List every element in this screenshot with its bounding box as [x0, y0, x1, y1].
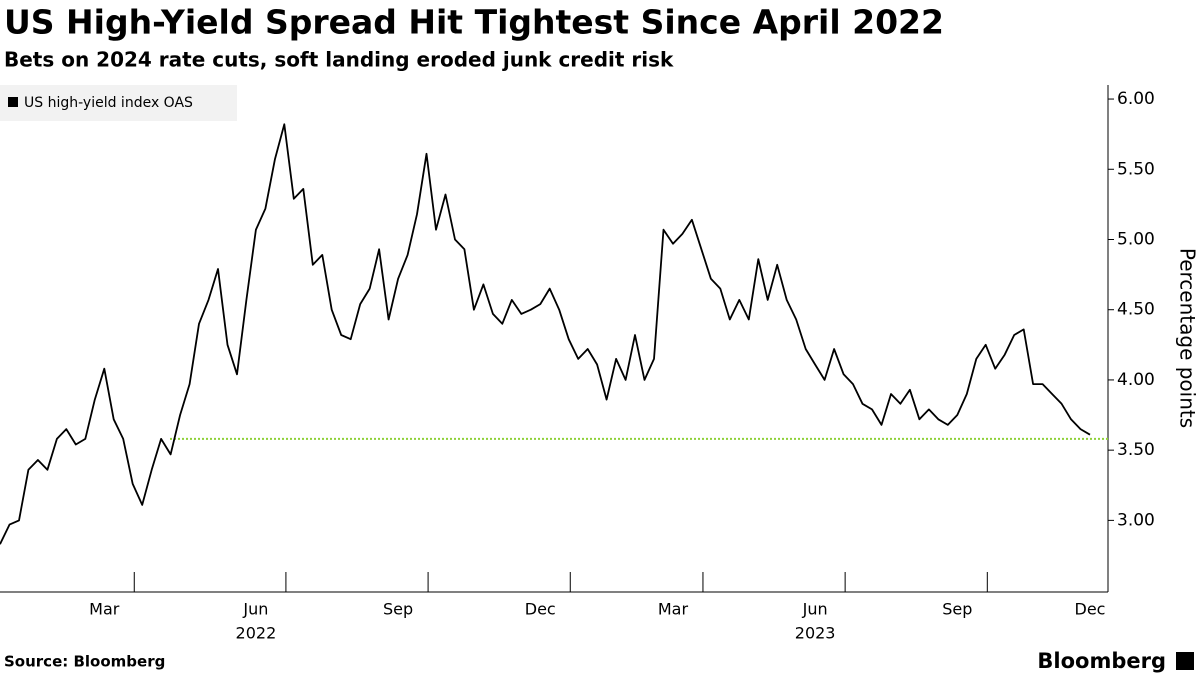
- y-tick-label: 5.00: [1117, 229, 1155, 249]
- source: Source: Bloomberg: [4, 653, 165, 671]
- logo: Bloomberg: [1037, 649, 1166, 673]
- logo-icon: [1176, 652, 1194, 670]
- chart-subtitle: Bets on 2024 rate cuts, soft landing ero…: [4, 48, 674, 72]
- y-tick-label: 6.00: [1117, 89, 1155, 109]
- y-tick-label: 3.00: [1117, 510, 1155, 530]
- x-year-label: 2023: [795, 624, 836, 643]
- chart-title: US High-Yield Spread Hit Tightest Since …: [4, 3, 944, 42]
- y-tick-label: 5.50: [1117, 159, 1155, 179]
- x-tick-label: Mar: [658, 600, 689, 619]
- x-year-label: 2022: [236, 624, 277, 643]
- x-tick-label: Dec: [525, 600, 556, 619]
- y-tick-label: 3.50: [1117, 440, 1155, 460]
- y-tick-label: 4.50: [1117, 300, 1155, 320]
- x-tick-label: Jun: [242, 600, 268, 619]
- x-tick-label: Mar: [89, 600, 120, 619]
- legend-box: [0, 85, 237, 121]
- y-tick-label: 4.00: [1117, 370, 1155, 390]
- x-tick-label: Sep: [383, 600, 413, 619]
- legend-swatch: [8, 97, 18, 107]
- x-tick-label: Jun: [802, 600, 828, 619]
- y-axis-label: Percentage points: [1176, 248, 1200, 428]
- x-tick-label: Sep: [942, 600, 972, 619]
- x-tick-label: Dec: [1075, 600, 1106, 619]
- series-line: [0, 123, 1091, 545]
- legend-label: US high-yield index OAS: [24, 95, 193, 111]
